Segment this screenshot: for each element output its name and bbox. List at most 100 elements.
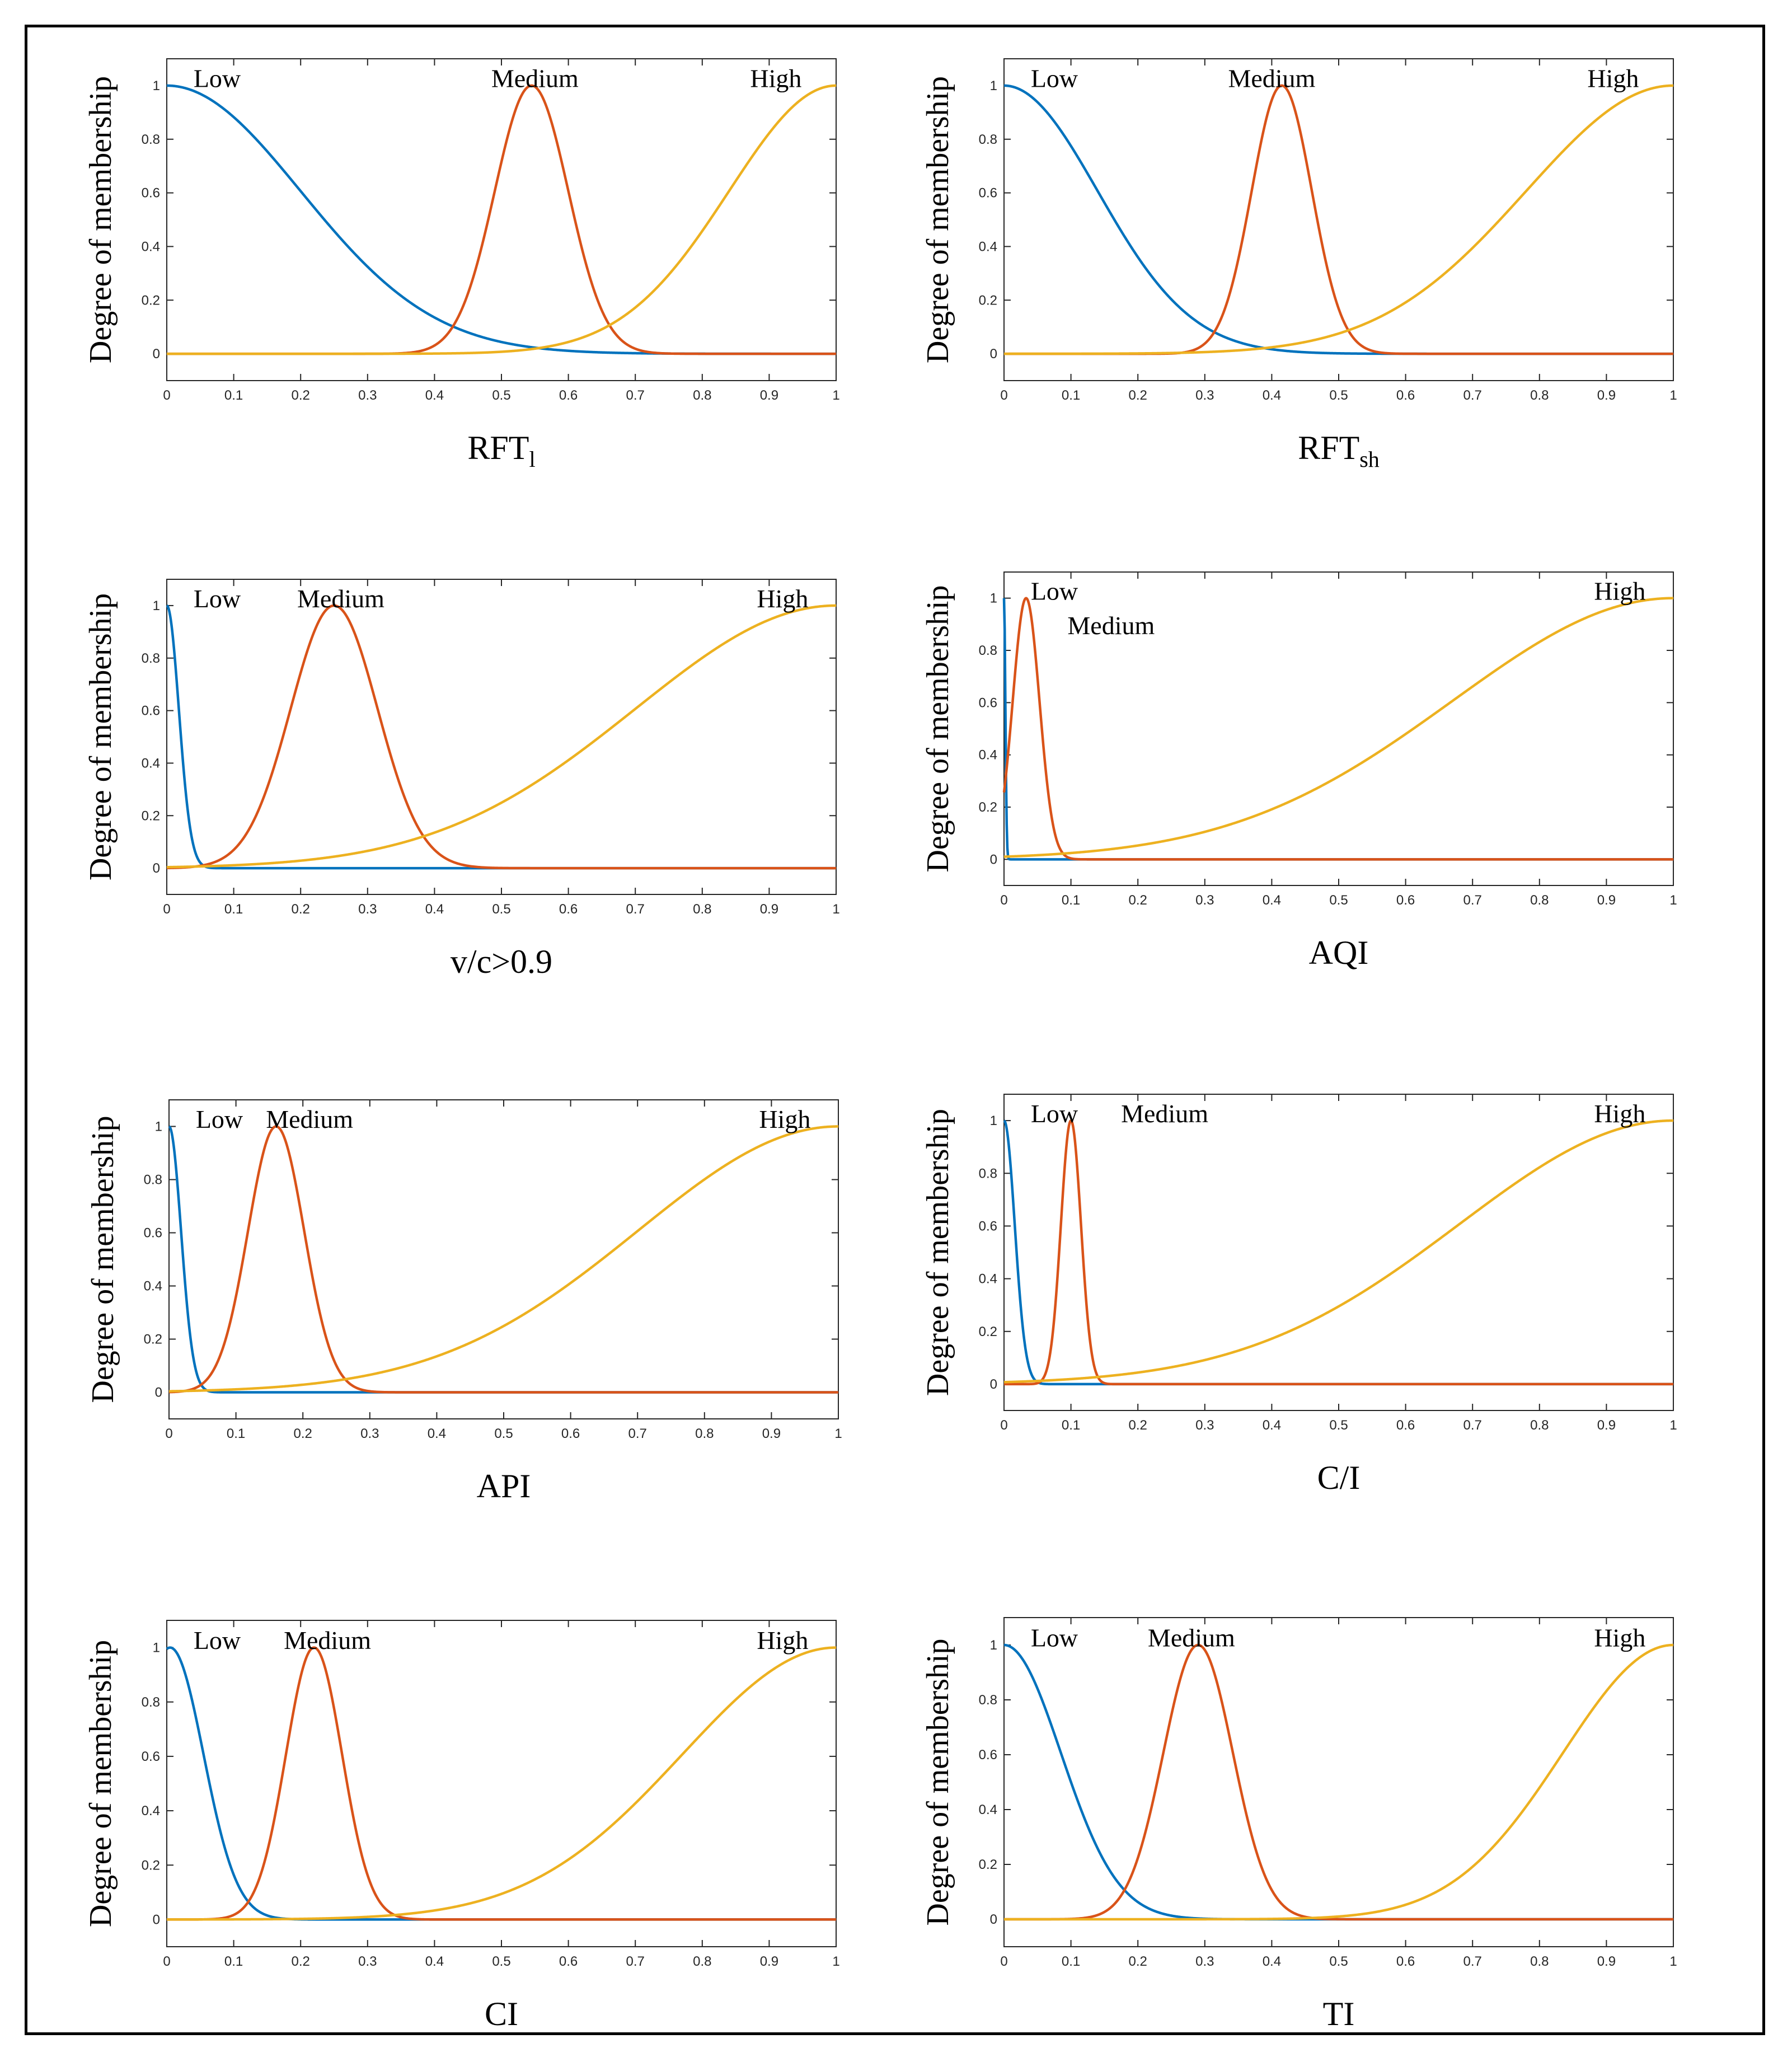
mf-curve-medium	[166, 1646, 837, 1921]
y-tick-label: 0	[990, 1912, 997, 1927]
x-tick-label: 0.6	[1396, 1954, 1415, 1969]
mf-curve-high	[1003, 84, 1674, 355]
y-tick-label: 0.2	[142, 808, 160, 823]
mf-label-high: High	[759, 1105, 810, 1133]
y-tick-label: 0.8	[979, 1693, 997, 1708]
mf-curve-medium	[1003, 1119, 1674, 1386]
x-tick-label: 0	[1000, 388, 1007, 403]
x-axis-label-main: v/c>0.9	[451, 943, 552, 980]
mf-label-medium: Medium	[1121, 1099, 1208, 1128]
x-tick-label: 0.6	[1396, 893, 1415, 908]
x-tick-label: 0.5	[1329, 1418, 1348, 1433]
chart-panel-5: 0 0.1 0.2 0.3 0.4 0.5 0.6 0.7 0.8 0.9 1 0 0.2 0.4 0.6 0…	[86, 1099, 842, 1505]
mf-label-high: High	[757, 1626, 808, 1655]
y-tick-label: 0.2	[142, 1858, 160, 1873]
mf-curve-medium	[168, 1125, 839, 1394]
x-tick-label: 0.9	[1597, 388, 1616, 403]
x-tick-label: 0.6	[559, 388, 578, 403]
mf-curve-low	[166, 604, 837, 870]
x-axis-label-main: RFT	[1298, 429, 1359, 466]
x-tick-label: 1	[1669, 893, 1677, 908]
y-tick-label: 0.8	[144, 1173, 162, 1188]
mf-label-high: High	[1587, 64, 1639, 93]
x-tick-label: 0.2	[1129, 893, 1147, 908]
chart-panel-7: 0 0.1 0.2 0.3 0.4 0.5 0.6 0.7 0.8 0.9 1 0 0.2 0.4 0.6 0…	[83, 1620, 840, 2032]
plot-area-frame	[166, 58, 837, 381]
y-tick-label: 0.6	[142, 704, 160, 719]
mf-label-low: Low	[1031, 1099, 1078, 1128]
mf-label-medium: Medium	[1228, 64, 1315, 93]
y-tick-label: 0.2	[979, 1857, 997, 1872]
chart-panel-3: 0 0.1 0.2 0.3 0.4 0.5 0.6 0.7 0.8 0.9 1 0 0.2 0.4 0.6 0…	[83, 579, 840, 980]
mf-curve-high	[166, 604, 837, 869]
y-axis-label: Degree of membership	[83, 1640, 118, 1927]
plot-area-frame	[166, 1620, 837, 1947]
y-tick-label: 1	[990, 591, 997, 606]
y-tick-label: 0.6	[142, 1749, 160, 1764]
x-axis-label: TI	[1323, 1995, 1355, 2032]
x-tick-label: 1	[832, 1954, 839, 1969]
x-tick-label: 0.1	[1062, 388, 1080, 403]
x-axis-label-main: AQI	[1309, 934, 1369, 971]
y-tick-label: 0.2	[979, 800, 997, 815]
x-tick-label: 0.3	[1195, 1418, 1214, 1433]
y-axis-label: Degree of membership	[83, 593, 118, 880]
x-tick-label: 0.2	[1129, 388, 1147, 403]
x-tick-label: 0.1	[1062, 1418, 1080, 1433]
y-tick-label: 0.2	[144, 1332, 162, 1347]
y-axis-label: Degree of membership	[921, 1109, 955, 1396]
mf-label-medium: Medium	[491, 64, 579, 93]
x-tick-label: 0.5	[492, 1954, 510, 1969]
x-axis-label: v/c>0.9	[451, 943, 552, 980]
plot-area-frame	[166, 579, 837, 895]
x-axis-label: RFTsh	[1298, 429, 1380, 472]
x-tick-label: 0.4	[425, 902, 444, 917]
x-tick-label: 0.8	[1530, 388, 1549, 403]
mf-label-medium: Medium	[284, 1626, 371, 1655]
x-tick-label: 1	[834, 1426, 842, 1441]
x-tick-label: 0.4	[1263, 893, 1281, 908]
x-tick-label: 0	[1000, 1418, 1007, 1433]
y-tick-label: 0.6	[979, 1219, 997, 1234]
x-tick-label: 0.9	[760, 388, 778, 403]
x-tick-label: 0	[165, 1426, 172, 1441]
mf-label-high: High	[1594, 1099, 1645, 1128]
plot-area-frame	[168, 1099, 839, 1419]
mf-label-high: High	[750, 64, 801, 93]
mf-curve-low	[1003, 1119, 1674, 1386]
y-tick-label: 0	[155, 1385, 162, 1400]
x-tick-label: 0.7	[1463, 1954, 1482, 1969]
x-axis-label-main: TI	[1323, 1995, 1355, 2032]
x-tick-label: 0.9	[760, 902, 778, 917]
x-tick-label: 0.4	[425, 388, 444, 403]
x-tick-label: 0.3	[358, 388, 377, 403]
x-tick-label: 0.7	[1463, 893, 1482, 908]
x-tick-label: 0	[163, 1954, 170, 1969]
x-axis-label-subscript: l	[529, 447, 535, 472]
x-tick-label: 0.6	[559, 902, 578, 917]
x-tick-label: 0.3	[360, 1426, 379, 1441]
x-tick-label: 0.5	[1329, 893, 1348, 908]
x-tick-label: 0.9	[1597, 1954, 1616, 1969]
x-axis-label: C/I	[1317, 1459, 1361, 1496]
chart-panel-2: 0 0.1 0.2 0.3 0.4 0.5 0.6 0.7 0.8 0.9 1 0 0.2 0.4 0.6 0…	[921, 58, 1677, 472]
mf-label-low: Low	[196, 1105, 243, 1133]
x-axis-label-subscript: sh	[1359, 447, 1380, 472]
x-tick-label: 1	[1669, 388, 1677, 403]
y-tick-label: 1	[155, 1119, 162, 1135]
x-tick-label: 0	[1000, 893, 1007, 908]
y-tick-label: 0	[990, 852, 997, 867]
x-tick-label: 0.5	[1329, 388, 1348, 403]
x-tick-label: 0	[1000, 1954, 1007, 1969]
mf-label-medium: Medium	[1148, 1623, 1235, 1652]
x-tick-label: 0.4	[1263, 1954, 1281, 1969]
y-tick-label: 0.8	[142, 132, 160, 147]
x-tick-label: 0.1	[1062, 1954, 1080, 1969]
y-tick-label: 0.4	[979, 239, 997, 254]
x-tick-label: 0.8	[1530, 1954, 1549, 1969]
x-tick-label: 0.2	[1129, 1418, 1147, 1433]
x-tick-label: 0.5	[1329, 1954, 1348, 1969]
x-tick-label: 0.7	[1463, 388, 1482, 403]
y-tick-label: 0.4	[142, 1803, 160, 1819]
x-tick-label: 0.5	[492, 902, 510, 917]
